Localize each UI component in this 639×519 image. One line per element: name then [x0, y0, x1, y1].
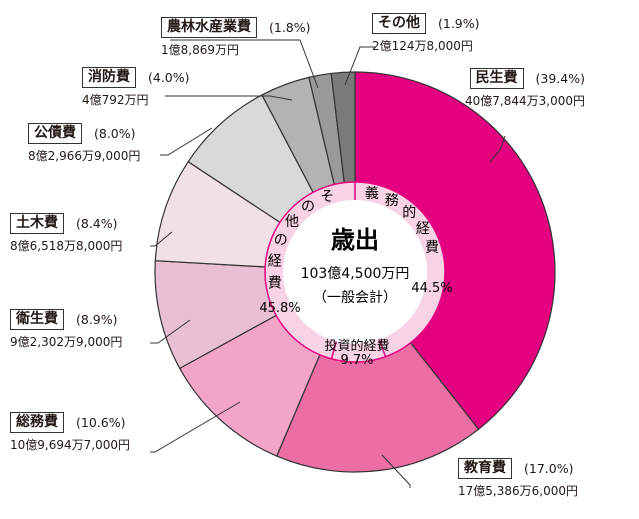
inner-percent-obligatory: 44.5%	[411, 281, 452, 296]
label-kosai-name: 公債費	[28, 123, 82, 144]
slice-minsei	[354, 71, 556, 431]
label-sonota-percent: (1.9%)	[438, 16, 480, 31]
label-kyoiku-percent: (17.0%)	[524, 461, 574, 476]
label-somu: 総務費 (10.6%) 10億9,694万7,000円	[10, 412, 130, 453]
label-eisei-amount: 9億2,302万9,000円	[10, 335, 123, 349]
leader-shobo	[165, 95, 293, 101]
inner-label-other-char: の	[274, 233, 288, 249]
label-doboku-amount: 8億6,518万8,000円	[10, 239, 123, 253]
label-doboku-name: 土木費	[10, 213, 64, 234]
label-norin-percent: (1.8%)	[269, 20, 311, 35]
inner-label-other-char: 経	[268, 254, 282, 270]
inner-percent-other: 45.8%	[259, 301, 300, 316]
label-somu-percent: (10.6%)	[76, 415, 126, 430]
label-eisei: 衛生費 (8.9%) 9億2,302万9,000円	[10, 309, 122, 350]
label-sonota-name: その他	[372, 13, 426, 34]
label-norin-name: 農林水産業費	[161, 17, 257, 38]
label-eisei-percent: (8.9%)	[76, 312, 118, 327]
divider-obligatory-investment	[378, 339, 387, 357]
label-shobo-amount: 4億792万円	[82, 93, 149, 107]
leader-kyoiku	[381, 454, 411, 488]
leader-sonota	[344, 46, 375, 86]
label-somu-amount: 10億9,694万7,000円	[10, 438, 130, 452]
inner-label-obligatory-char: 義	[365, 185, 379, 202]
label-minsei-name: 民生費	[469, 68, 524, 89]
leader-somu	[150, 401, 241, 453]
leader-kosai	[160, 127, 213, 156]
label-eisei-name: 衛生費	[10, 309, 64, 330]
label-norin: 農林水産業費 (1.8%) 1億8,869万円	[161, 17, 311, 58]
inner-label-obligatory-char: 経	[416, 221, 430, 237]
label-sonota: その他 (1.9%) 2億124万8,000円	[372, 13, 480, 54]
chart-title: 歳出	[331, 226, 379, 254]
label-shobo: 消防費 (4.0%) 4億792万円	[82, 67, 190, 108]
inner-label-other-char: そ	[320, 189, 334, 205]
label-somu-name: 総務費	[10, 412, 64, 433]
label-kosai: 公債費 (8.0%) 8億2,966万9,000円	[28, 123, 140, 164]
label-kyoiku: 教育費 (17.0%) 17億5,386万6,000円	[458, 458, 578, 499]
inner-label-obligatory-char: 務	[385, 193, 399, 209]
label-kyoiku-amount: 17億5,386万6,000円	[458, 484, 578, 498]
label-kosai-amount: 8億2,966万9,000円	[28, 149, 141, 163]
inner-label-other-char: 他	[285, 214, 299, 230]
leader-minsei	[489, 135, 506, 163]
label-minsei-amount: 40億7,844万3,000円	[465, 94, 585, 108]
inner-label-obligatory-char: 費	[425, 240, 439, 256]
label-doboku: 土木費 (8.4%) 8億6,518万8,000円	[10, 213, 122, 254]
label-minsei: 民生費 (39.4%) 40億7,844万3,000円	[465, 68, 585, 109]
leader-norin	[170, 39, 319, 89]
label-sonota-amount: 2億124万8,000円	[372, 39, 473, 53]
label-doboku-percent: (8.4%)	[76, 216, 118, 231]
center-disc	[283, 200, 427, 344]
inner-label-other-char: の	[301, 199, 315, 215]
slice-kyoiku	[275, 270, 480, 473]
label-kosai-percent: (8.0%)	[94, 126, 136, 141]
label-kyoiku-name: 教育費	[458, 458, 512, 479]
chart-subtitle: 103億4,500万円	[301, 266, 410, 282]
inner-label-obligatory: 義務的経費	[365, 185, 439, 256]
chart-note: （一般会計）	[313, 290, 397, 306]
inner-label-obligatory-char: 的	[402, 205, 416, 221]
inner-label-investment: 投資的経費	[324, 338, 389, 354]
leader-doboku	[150, 231, 173, 247]
inner-label-other-char: 費	[268, 276, 282, 292]
label-shobo-name: 消防費	[82, 67, 136, 88]
label-minsei-percent: (39.4%)	[535, 71, 585, 86]
leader-eisei	[150, 319, 191, 344]
label-shobo-percent: (4.0%)	[148, 70, 190, 85]
label-norin-amount: 1億8,869万円	[161, 43, 239, 57]
inner-percent-investment: 9.7%	[340, 353, 373, 368]
divider-investment-other	[330, 341, 337, 360]
